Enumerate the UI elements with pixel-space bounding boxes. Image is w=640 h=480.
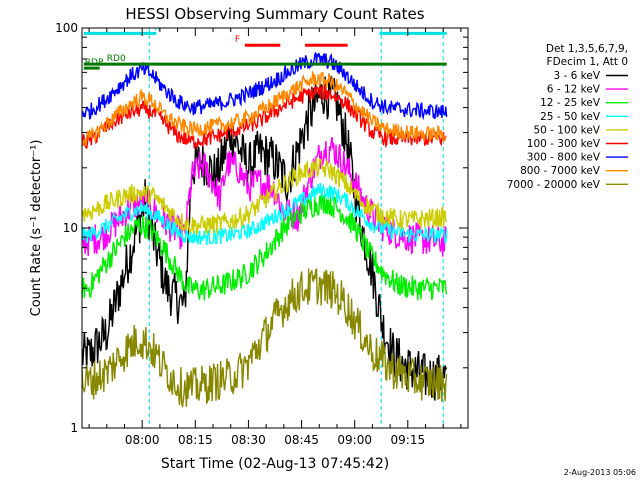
y-tick-label: 1: [70, 421, 78, 435]
legend-header-line-1: Det 1,3,5,6,7,9,: [546, 43, 628, 55]
legend-header-line-2: FDecim 1, Att 0: [547, 56, 628, 68]
legend-entry-label: 12 - 25 keV: [540, 97, 601, 109]
legend-entry-label: 800 - 7000 keV: [520, 165, 601, 177]
y-tick-label: 10: [63, 221, 78, 235]
x-tick-label: 08:30: [231, 433, 266, 447]
legend-entry-label: 6 - 12 keV: [547, 84, 601, 96]
series-line: [82, 70, 448, 147]
date-stamp: 2-Aug-2013 05:06: [564, 468, 636, 477]
series-line: [82, 157, 448, 235]
x-tick-label: 09:15: [391, 433, 426, 447]
y-axis-ticks: 1 10 100: [55, 21, 468, 435]
series-line: [82, 52, 448, 121]
x-tick-label: 08:15: [178, 433, 213, 447]
x-tick-label: 09:00: [337, 433, 372, 447]
series-layer: [82, 52, 448, 408]
legend: Det 1,3,5,6,7,9, FDecim 1, Att 0 3 - 6 k…: [507, 43, 628, 191]
x-axis-ticks: 08:00 08:15 08:30 08:45 09:00 09:15: [88, 28, 462, 447]
chart-title: HESSI Observing Summary Count Rates: [125, 5, 424, 23]
series-line: [82, 193, 448, 302]
y-axis-label: Count Rate (s⁻¹ detector⁻¹): [29, 140, 44, 317]
flag-label: RDP: [85, 58, 104, 68]
flag-label: RD0: [107, 54, 126, 64]
x-axis-label: Start Time (02-Aug-13 07:45:42): [161, 456, 389, 472]
flag-label: N: [154, 23, 161, 33]
legend-entry-label: 100 - 300 keV: [527, 138, 601, 150]
legend-entry-label: 3 - 6 keV: [553, 70, 600, 82]
series-line: [82, 268, 448, 408]
legend-entry-label: 7000 - 20000 keV: [507, 179, 601, 191]
legend-entry-label: 50 - 100 keV: [533, 124, 600, 136]
flag-label: F: [235, 35, 240, 45]
series-line: [82, 182, 448, 246]
x-tick-label: 08:45: [284, 433, 319, 447]
legend-entry-label: 300 - 800 keV: [527, 152, 601, 164]
x-tick-label: 08:00: [125, 433, 160, 447]
legend-entry-label: 25 - 50 keV: [540, 111, 601, 123]
y-tick-label: 100: [55, 21, 78, 35]
